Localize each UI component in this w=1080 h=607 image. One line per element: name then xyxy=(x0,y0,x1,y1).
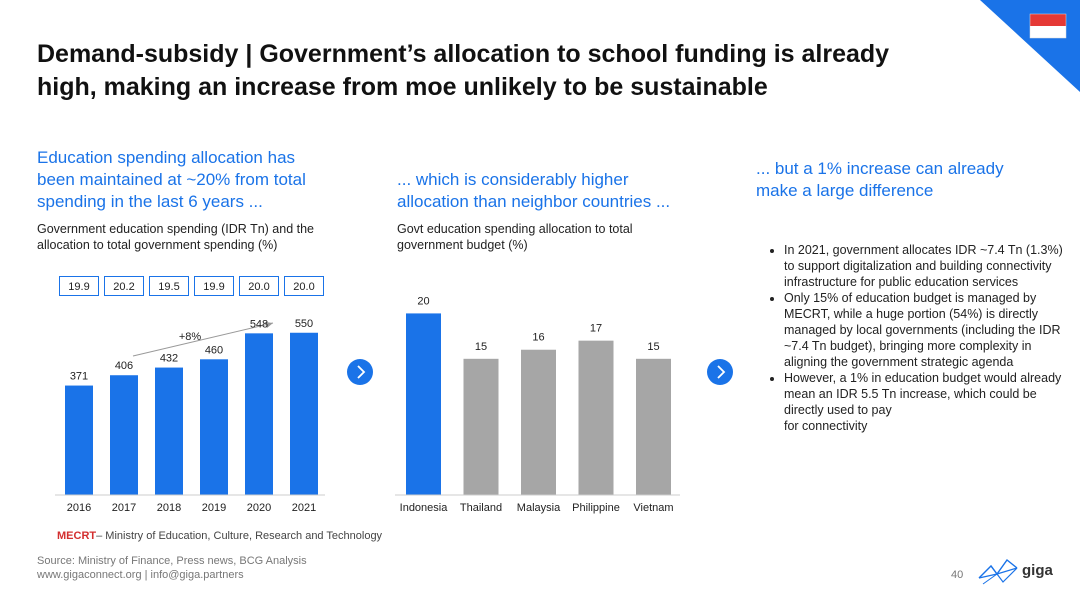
next-button-2[interactable] xyxy=(707,359,733,385)
bullet-item: Only 15% of education budget is managed … xyxy=(784,290,1074,370)
page-title: Demand-subsidy | Government’s allocation… xyxy=(37,40,890,101)
growth-arrow-head xyxy=(265,322,273,328)
x-tick-vietnam: Vietnam xyxy=(633,502,673,514)
next-button-1[interactable] xyxy=(347,359,373,385)
chart-neighbor-allocation: 20 Indonesia 15 Thailand 16 Malaysia 17 Philipp… xyxy=(395,295,680,514)
bar-2017 xyxy=(110,375,138,495)
value-label-2016: 371 xyxy=(70,371,88,383)
allocation-pct-2019: 19.9 xyxy=(194,276,234,296)
x-tick-2016: 2016 xyxy=(67,502,91,514)
x-tick-philippine: Philippine xyxy=(572,502,620,514)
contact-links[interactable]: www.gigaconnect.org | info@giga.partners xyxy=(37,569,244,581)
x-tick-2020: 2020 xyxy=(247,502,271,514)
value-label-malaysia: 16 xyxy=(532,332,544,344)
value-label-2017: 406 xyxy=(115,360,133,372)
x-tick-thailand: Thailand xyxy=(460,502,502,514)
allocation-pct-2017: 20.2 xyxy=(104,276,144,296)
x-tick-indonesia: Indonesia xyxy=(400,502,449,514)
footnote-text: – Ministry of Education, Culture, Resear… xyxy=(96,530,383,542)
x-tick-2021: 2021 xyxy=(292,502,316,514)
bullet-item: In 2021, government allocates IDR ~7.4 T… xyxy=(784,242,1074,290)
left-heading: Education spending allocation has been m… xyxy=(37,148,306,211)
flag-icon xyxy=(1029,13,1067,39)
bar-2019 xyxy=(200,359,228,495)
bar-2021 xyxy=(290,332,318,495)
value-label-2020: 548 xyxy=(250,318,268,330)
bar-2018 xyxy=(155,367,183,495)
growth-arrow xyxy=(132,322,274,357)
left-chart-subtitle: Government education spending (IDR Tn) a… xyxy=(37,222,315,252)
value-label-2021: 550 xyxy=(295,318,313,330)
allocation-pct-2016: 19.9 xyxy=(59,276,99,296)
right-heading: ... but a 1% increase can already make a… xyxy=(756,159,1004,200)
allocation-pct-2018: 19.5 xyxy=(149,276,189,296)
value-label-philippine: 17 xyxy=(590,323,602,335)
x-tick-2018: 2018 xyxy=(157,502,181,514)
chart-spending-by-year: +8% 371 2016 406 2017 432 2018 460 2019 548 2020 5… xyxy=(55,318,325,514)
x-tick-2017: 2017 xyxy=(112,502,136,514)
growth-label: +8% xyxy=(179,331,202,343)
insight-bullets: In 2021, government allocates IDR ~7.4 T… xyxy=(760,242,1074,434)
allocation-pct-2021: 20.0 xyxy=(284,276,324,296)
bar-thailand xyxy=(463,358,499,495)
logo-text: giga xyxy=(1022,562,1053,579)
middle-heading: ... which is considerably higher allocat… xyxy=(397,170,671,211)
chevron-right-icon xyxy=(357,365,366,379)
corner-decoration xyxy=(980,0,1080,92)
source-note: Source: Ministry of Finance, Press news,… xyxy=(37,555,307,567)
footnote-abbr: MECRT xyxy=(57,530,97,542)
allocation-pct-2020: 20.0 xyxy=(239,276,279,296)
giga-logo: giga xyxy=(977,556,1057,588)
value-label-indonesia: 20 xyxy=(417,295,429,307)
footnote: MECRT– Ministry of Education, Culture, R… xyxy=(57,530,382,542)
value-label-thailand: 15 xyxy=(475,341,487,353)
middle-chart-subtitle: Govt education spending allocation to to… xyxy=(397,222,633,252)
x-tick-malaysia: Malaysia xyxy=(517,502,561,514)
bar-2016 xyxy=(65,385,93,495)
bar-indonesia xyxy=(406,313,441,495)
value-label-2019: 460 xyxy=(205,344,223,356)
chevron-right-icon xyxy=(717,365,726,379)
bar-philippine xyxy=(578,340,614,495)
x-tick-2019: 2019 xyxy=(202,502,226,514)
value-label-vietnam: 15 xyxy=(647,341,659,353)
value-label-2018: 432 xyxy=(160,353,178,365)
bar-vietnam xyxy=(636,358,671,495)
bar-2020 xyxy=(245,333,273,495)
page-number: 40 xyxy=(951,569,964,581)
bullet-item: However, a 1% in education budget would … xyxy=(784,370,1074,434)
giga-logo-icon xyxy=(978,558,1018,585)
bar-malaysia xyxy=(521,349,556,495)
